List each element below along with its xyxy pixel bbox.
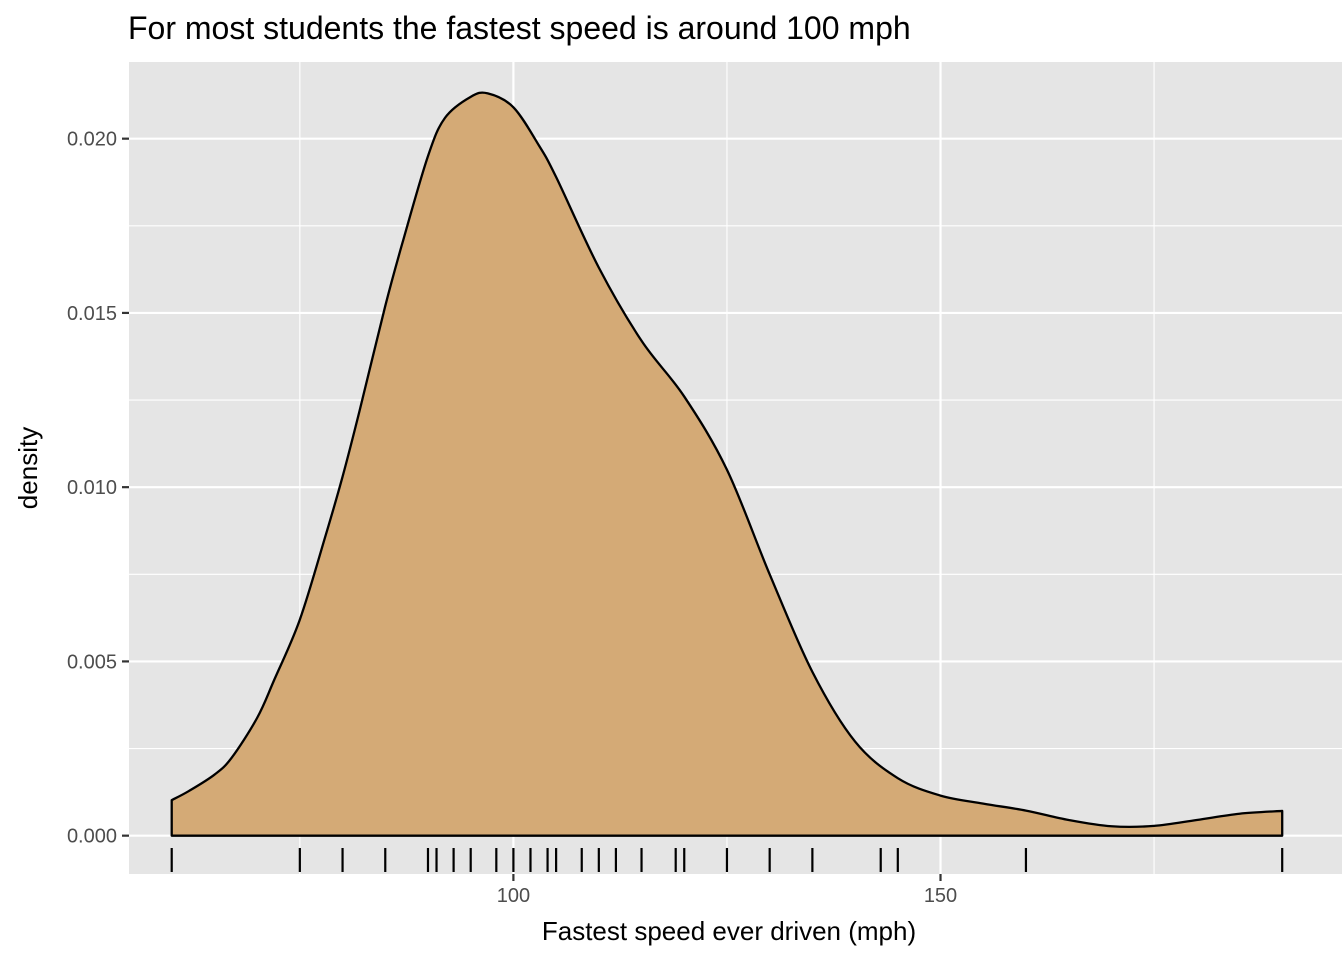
y-tick-label: 0.000 [67, 826, 117, 848]
y-axis-title: density [13, 427, 43, 509]
chart-title: For most students the fastest speed is a… [128, 10, 911, 46]
x-tick-label: 100 [497, 885, 530, 907]
y-axis: 0.000 0.005 0.010 0.015 0.020 [67, 129, 129, 848]
x-axis: 100 150 [497, 874, 957, 907]
y-tick-label: 0.020 [67, 129, 117, 151]
x-axis-title: Fastest speed ever driven (mph) [542, 916, 916, 946]
y-tick-label: 0.010 [67, 477, 117, 499]
rug-marks [170, 848, 1284, 872]
y-tick-label: 0.015 [67, 303, 117, 325]
x-tick-label: 150 [924, 885, 957, 907]
density-area [170, 91, 1284, 837]
y-tick-label: 0.005 [67, 651, 117, 673]
